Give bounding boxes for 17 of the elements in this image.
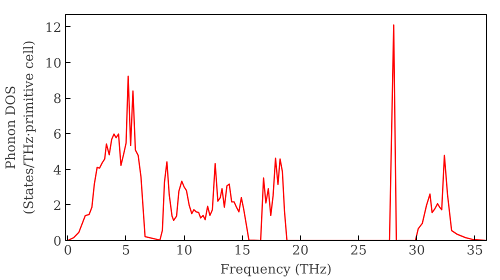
x-axis-title: Frequency (THz) xyxy=(220,262,332,278)
x-tick-label: 0 xyxy=(64,244,72,258)
y-tick-label: 10 xyxy=(44,56,62,72)
x-tick-label: 10 xyxy=(176,244,192,258)
y-axis-title: Phonon DOS (States/THz·primitive cell) xyxy=(4,40,37,214)
y-tick-label: 6 xyxy=(53,128,62,143)
x-tick-label: 5 xyxy=(122,244,130,258)
y-tick-label: 2 xyxy=(53,198,62,214)
x-tick-label: 35 xyxy=(466,244,484,258)
x-tick-label: 15 xyxy=(234,244,251,258)
y-tick-label: 12 xyxy=(44,20,62,36)
x-tick-label: 30 xyxy=(408,244,425,258)
line-series xyxy=(67,24,486,240)
y-tick-label: 4 xyxy=(53,163,62,178)
x-tick-label: 25 xyxy=(350,244,367,258)
y-tick-label: 8 xyxy=(53,92,62,108)
x-tick-label: 20 xyxy=(292,244,309,258)
